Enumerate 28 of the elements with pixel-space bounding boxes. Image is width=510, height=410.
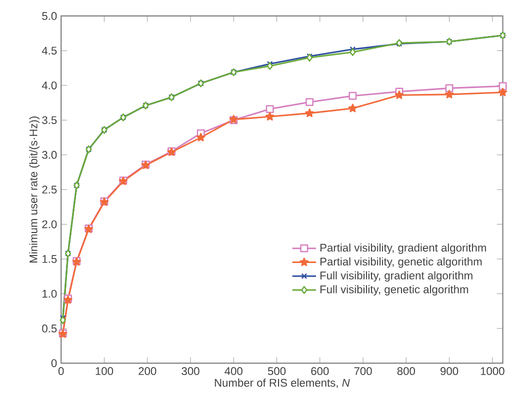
x-tick-label: 400 [224,367,242,376]
y-tick-label: 4.5 [42,46,57,55]
legend-label: Full visibility, gradient algorithm [320,271,472,282]
x-tick-label: 500 [268,367,286,376]
legend-label: Partial visibility, genetic algorithm [320,257,482,268]
x-axis-title: Number of RIS elements, N [214,378,350,388]
x-tick-label: 600 [311,367,329,376]
x-tick-label: 900 [440,367,458,376]
y-tick-label: 1.5 [42,255,57,263]
y-tick-label: 0.5 [42,324,57,332]
y-tick-label: 3.0 [42,150,57,159]
x-tick-label: 800 [397,367,415,376]
x-tick-label: 100 [96,367,114,376]
y-tick-label: 5.0 [42,12,57,20]
y-tick-label: 4.0 [42,81,57,90]
x-tick-label: 700 [354,367,372,376]
y-tick-label: 2.5 [42,186,57,194]
y-axis-title: Minimum user rate (bit/(s·Hz)) [29,116,40,262]
x-tick-label: 200 [138,367,156,376]
y-tick-label: 0 [51,359,57,368]
legend-label: Full visibility, genetic algorithm [320,285,468,296]
y-tick-label: 2.0 [42,220,57,228]
legend-label: Partial visibility, gradient algorithm [320,243,486,254]
x-tick-label: 1000 [480,367,504,376]
x-tick-label: 0 [58,367,64,376]
y-tick-label: 1.0 [42,290,57,298]
x-tick-label: 300 [182,367,200,376]
y-tick-label: 3.5 [42,116,57,124]
